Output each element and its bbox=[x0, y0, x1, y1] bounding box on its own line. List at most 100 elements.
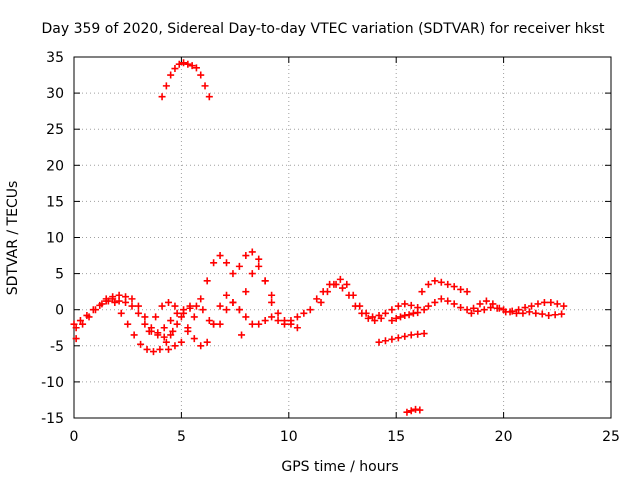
data-point bbox=[255, 320, 263, 328]
data-point bbox=[261, 277, 269, 285]
data-point bbox=[336, 275, 344, 283]
data-point bbox=[199, 306, 207, 314]
data-point bbox=[190, 313, 198, 321]
data-point bbox=[343, 280, 351, 288]
data-point bbox=[255, 255, 263, 263]
data-point bbox=[339, 284, 346, 292]
data-point bbox=[111, 298, 119, 306]
series-arc-m bbox=[467, 304, 566, 319]
data-point bbox=[330, 280, 338, 288]
data-point bbox=[480, 306, 488, 314]
data-point bbox=[115, 297, 123, 305]
data-point bbox=[388, 335, 396, 343]
data-point bbox=[248, 320, 256, 328]
data-point bbox=[381, 337, 389, 345]
data-point bbox=[545, 311, 553, 319]
data-point bbox=[184, 60, 192, 68]
data-point bbox=[444, 297, 452, 305]
data-point bbox=[388, 306, 396, 314]
data-point bbox=[130, 331, 138, 339]
y-tick-label: 15 bbox=[46, 194, 64, 210]
data-point bbox=[173, 320, 181, 328]
y-tick-label: 0 bbox=[55, 303, 64, 319]
data-point bbox=[467, 309, 475, 317]
data-point bbox=[506, 308, 514, 316]
data-point bbox=[141, 313, 149, 321]
data-point bbox=[362, 309, 370, 317]
data-point bbox=[293, 313, 301, 321]
data-point bbox=[317, 298, 325, 306]
data-point bbox=[476, 300, 484, 308]
y-tick-label: -10 bbox=[41, 375, 64, 391]
data-point bbox=[450, 283, 458, 291]
data-point bbox=[122, 298, 130, 306]
data-point bbox=[158, 302, 166, 310]
data-point bbox=[444, 280, 452, 288]
data-point bbox=[519, 309, 527, 317]
data-point bbox=[223, 259, 231, 267]
series-arc-f bbox=[210, 280, 385, 328]
data-point bbox=[167, 71, 175, 79]
data-point bbox=[418, 288, 426, 296]
data-point bbox=[201, 82, 209, 90]
data-point bbox=[248, 270, 256, 278]
data-point bbox=[414, 309, 422, 317]
data-point bbox=[394, 302, 402, 310]
data-point bbox=[162, 338, 170, 346]
data-point bbox=[255, 262, 263, 270]
data-point bbox=[235, 306, 243, 314]
data-point bbox=[489, 300, 497, 308]
data-point bbox=[171, 342, 179, 350]
x-tick-label: 20 bbox=[495, 429, 513, 445]
data-point bbox=[145, 327, 153, 335]
series-arc-c bbox=[102, 295, 194, 337]
data-point bbox=[190, 335, 198, 343]
data-point bbox=[158, 93, 166, 101]
x-tick-label: 5 bbox=[177, 429, 186, 445]
data-point bbox=[216, 252, 224, 260]
data-point bbox=[538, 310, 546, 318]
data-point bbox=[203, 338, 211, 346]
data-point bbox=[76, 317, 84, 325]
data-point bbox=[474, 307, 482, 315]
data-point bbox=[414, 330, 422, 338]
data-point bbox=[306, 306, 314, 314]
data-point bbox=[293, 324, 301, 332]
data-point bbox=[281, 320, 289, 328]
data-point bbox=[356, 302, 364, 310]
axes-ticks: 0 5 10 15 20 25 -15 -10 -5 0 5 10 15 20 25 30 35 bbox=[41, 50, 620, 445]
data-point bbox=[186, 304, 194, 312]
data-point bbox=[375, 338, 383, 346]
data-point bbox=[216, 320, 224, 328]
data-point bbox=[457, 285, 465, 293]
y-tick-label: 10 bbox=[46, 231, 64, 247]
data-point bbox=[117, 309, 125, 317]
data-point bbox=[165, 298, 173, 306]
data-point bbox=[396, 313, 404, 321]
data-point bbox=[192, 64, 200, 72]
series-arc-h bbox=[375, 330, 428, 346]
data-point bbox=[210, 320, 218, 328]
data-point bbox=[375, 311, 383, 319]
data-point bbox=[169, 327, 177, 335]
chart-title: Day 359 of 2020, Sidereal Day-to-day VTE… bbox=[42, 21, 605, 37]
data-point bbox=[534, 300, 542, 308]
y-tick-label: -5 bbox=[50, 339, 64, 355]
data-point bbox=[165, 345, 173, 353]
data-point bbox=[274, 317, 282, 325]
series-arc-k bbox=[418, 277, 471, 296]
data-point bbox=[470, 304, 478, 312]
x-tick-label: 10 bbox=[280, 429, 298, 445]
series-arc-e bbox=[165, 248, 301, 353]
data-point bbox=[177, 338, 185, 346]
data-point bbox=[487, 304, 495, 312]
data-point bbox=[149, 348, 157, 356]
y-tick-label: 35 bbox=[46, 50, 64, 66]
data-point bbox=[437, 295, 445, 303]
x-tick-label: 25 bbox=[602, 429, 620, 445]
x-tick-label: 0 bbox=[70, 429, 79, 445]
data-point bbox=[457, 304, 465, 312]
data-point bbox=[261, 317, 269, 325]
data-point bbox=[349, 291, 357, 299]
data-point bbox=[323, 288, 331, 296]
